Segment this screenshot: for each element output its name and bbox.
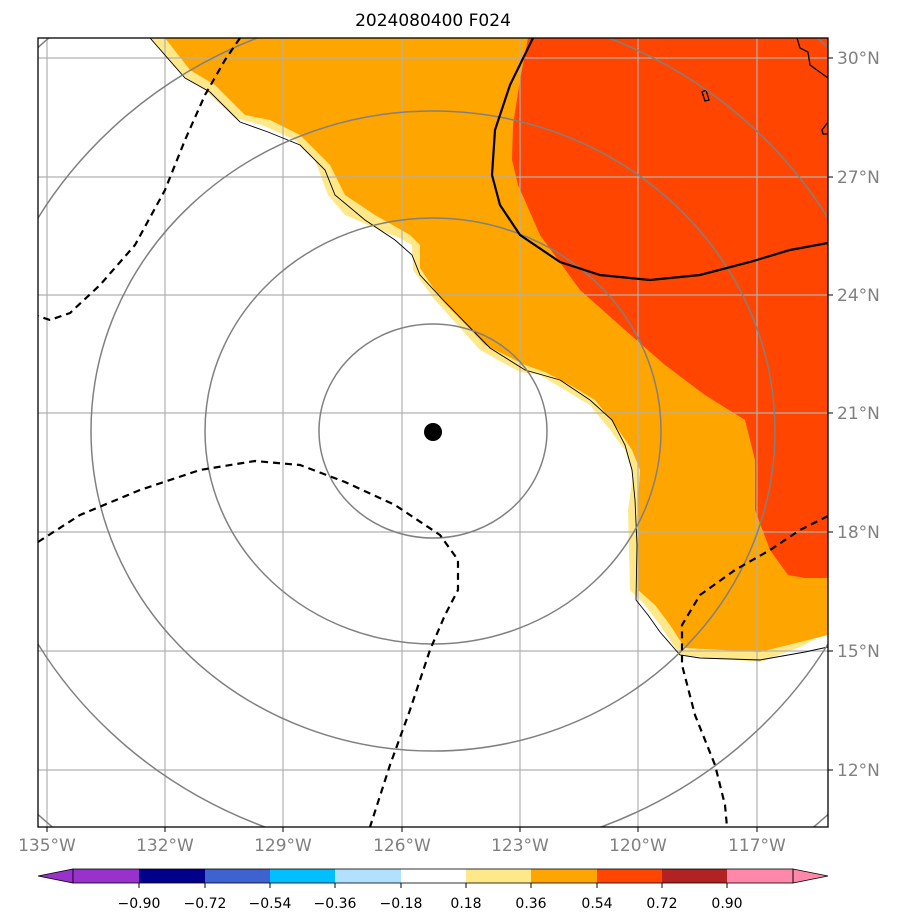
contours-dashed (38, 38, 828, 827)
lon-label-132W: 132°W (136, 836, 194, 856)
colorbar-label-8: 0.54 (581, 896, 612, 912)
colorbar-cell-7 (466, 869, 531, 883)
lat-ticks (828, 57, 833, 771)
fill-0.54-0.72 (512, 38, 828, 578)
lon-label-129W: 129°W (254, 836, 312, 856)
colorbar-label-3: −0.54 (249, 896, 292, 912)
colorbar-cell-11 (727, 869, 793, 883)
colorbar-label-2: −0.72 (184, 896, 227, 912)
lon-label-135W: 135°W (18, 836, 76, 856)
colorbar-cell-8 (531, 869, 597, 883)
colorbar-label-7: 0.36 (515, 896, 546, 912)
lon-label-126W: 126°W (373, 836, 431, 856)
lat-label-21N: 21°N (837, 404, 880, 424)
lat-label-27N: 27°N (837, 168, 880, 188)
colorbar-ticks (138, 883, 728, 888)
contour-dashed-2 (38, 459, 460, 827)
colorbar: −0.90 −0.72 −0.54 −0.36 −0.18 0.18 0.36 … (37, 868, 829, 912)
arrow-left-icon (37, 868, 74, 884)
lat-label-30N: 30°N (837, 49, 880, 69)
coastline-islet (701, 89, 710, 102)
colorbar-cell-4 (270, 869, 335, 883)
colorbar-cell-3 (205, 869, 270, 883)
colorbar-label-1: −0.90 (118, 896, 161, 912)
colorbar-label-6: 0.18 (450, 896, 481, 912)
lon-ticks (46, 827, 758, 832)
colorbar-cell-2 (139, 869, 205, 883)
lat-label-18N: 18°N (837, 523, 880, 543)
colorbar-cell-9 (597, 869, 662, 883)
colorbar-label-9: 0.72 (646, 896, 677, 912)
range-ring-3 (90, 110, 776, 752)
lon-label-120W: 120°W (609, 836, 667, 856)
coastline (149, 38, 828, 661)
storm-center-dot-icon (424, 423, 442, 441)
lon-label-117W: 117°W (728, 836, 786, 856)
colorbar-label-5: −0.18 (380, 896, 423, 912)
colorbar-frame (72, 868, 794, 884)
lon-label-123W: 123°W (491, 836, 549, 856)
contour-dashed-3 (680, 515, 828, 827)
colorbar-label-10: 0.90 (711, 896, 742, 912)
map-title: 2024080400 F024 (355, 11, 511, 31)
lat-label-24N: 24°N (837, 286, 880, 306)
lat-label-12N: 12°N (837, 761, 880, 781)
contour-dashed-1 (38, 38, 241, 322)
colorbar-cell-10 (662, 869, 727, 883)
range-ring-1 (318, 323, 548, 539)
colorbar-cell-6 (401, 869, 466, 883)
colorbar-cell-5 (335, 869, 401, 883)
map-frame (37, 37, 829, 828)
colorbar-label-4: −0.36 (314, 896, 357, 912)
graticule (38, 38, 828, 827)
colorbar-cell-1 (73, 869, 139, 883)
contour-solid (490, 38, 828, 282)
arrow-right-icon (792, 868, 829, 884)
coastline-edge (796, 38, 828, 135)
lat-label-15N: 15°N (837, 642, 880, 662)
